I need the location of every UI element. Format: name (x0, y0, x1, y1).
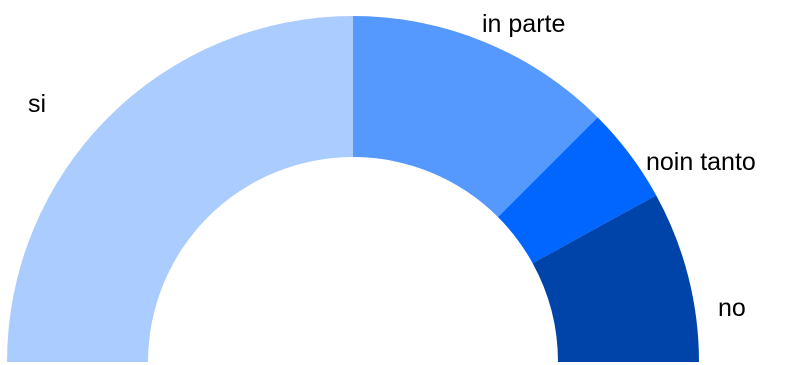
slice-label-no: no (718, 294, 746, 322)
slice-label-noin-tanto: noin tanto (646, 148, 756, 176)
slice-no (532, 195, 699, 362)
chart-slices (7, 16, 699, 362)
slice-si (7, 16, 353, 362)
chart-labels: si in parte noin tanto no (28, 10, 756, 322)
slice-in-parte (353, 16, 598, 218)
slice-noin-tanto (497, 117, 657, 264)
slice-label-in-parte: in parte (482, 10, 565, 38)
slice-label-si: si (28, 90, 46, 118)
